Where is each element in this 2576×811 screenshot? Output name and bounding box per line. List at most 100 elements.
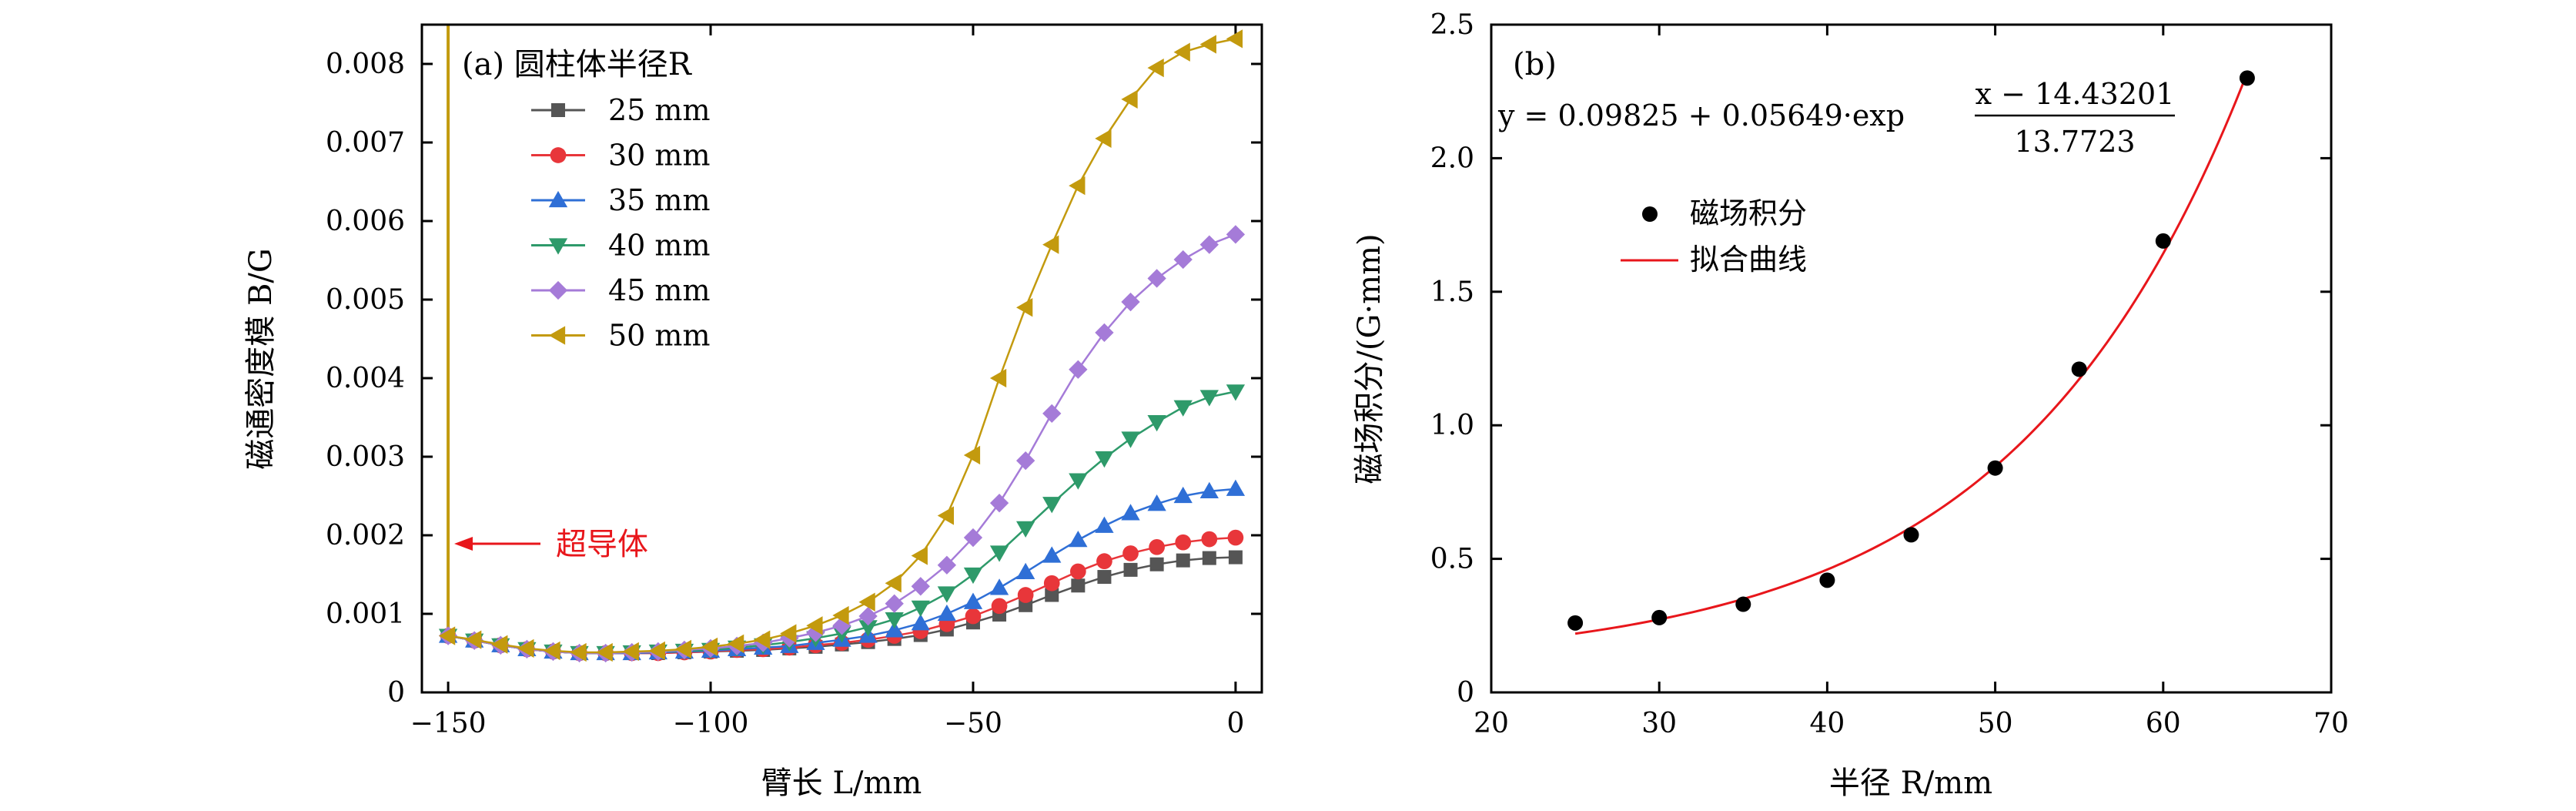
data-point [1173, 42, 1190, 62]
panel-a-y-tick-label: 0.002 [326, 520, 405, 551]
data-point [1045, 588, 1059, 602]
panel-a-y-tick-label: 0.006 [326, 206, 405, 237]
data-point [1173, 486, 1193, 504]
data-point [1987, 460, 2003, 476]
legend-label: 30 mm [608, 139, 711, 173]
data-point [1903, 527, 1919, 543]
data-point [1096, 553, 1112, 570]
equation-numerator: x − 14.43201 [1975, 77, 2175, 111]
panel-b-y-axis-title: 磁场积分/(G·mm) [1352, 233, 1387, 484]
data-point [858, 620, 878, 637]
legend-marker [551, 103, 565, 117]
data-point [989, 368, 1007, 388]
panel-a-x-axis-title: 臂长 L/mm [761, 766, 922, 801]
data-point [1043, 575, 1060, 591]
data-point [911, 546, 928, 565]
fit-equation: y = 0.09825 + 0.05649·exp x − 14.43201 1… [1497, 77, 2175, 159]
panel-a-x-tick-label: −50 [944, 708, 1002, 739]
panel-b-x-axis-title: 半径 R/mm [1829, 766, 1992, 801]
data-point [1122, 545, 1139, 561]
data-point [911, 577, 930, 596]
equation-lhs: y = 0.09825 + 0.05649·exp [1497, 99, 1905, 132]
data-point [1069, 473, 1088, 490]
data-point [885, 574, 902, 593]
data-point [1121, 292, 1140, 312]
data-point [517, 638, 534, 659]
data-point [1226, 29, 1243, 49]
data-point [937, 604, 957, 622]
data-point [1071, 578, 1086, 593]
data-point [1199, 481, 1219, 498]
fit-curve [1574, 72, 2249, 635]
data-point [989, 578, 1009, 595]
data-point [2239, 70, 2255, 86]
data-point [1227, 529, 1244, 546]
data-point [1199, 390, 1219, 407]
field-integral-points [1567, 70, 2255, 631]
data-point [491, 635, 508, 654]
panel-b-y-tick-label: 1.5 [1430, 276, 1474, 308]
data-point [806, 616, 823, 635]
data-point [1199, 35, 1216, 54]
data-point [1123, 562, 1138, 577]
data-point [1097, 570, 1112, 585]
data-point [1226, 479, 1246, 496]
data-point [1226, 225, 1246, 244]
data-point [937, 555, 957, 575]
data-point [465, 630, 482, 649]
panel-b-x-tick-label: 20 [1474, 708, 1509, 739]
data-point [1016, 562, 1035, 580]
legend-label: 40 mm [608, 229, 711, 263]
data-point [1069, 360, 1088, 379]
superconductor-label: 超导体 [556, 527, 648, 562]
data-point [780, 624, 797, 643]
legend-label-fit: 拟合曲线 [1690, 243, 1807, 276]
panel-a-y-tick-label: 0.007 [326, 127, 405, 159]
panel-b-x-tick-label: 40 [1809, 708, 1845, 739]
panel-b-label: (b) [1513, 47, 1557, 82]
data-point [1149, 538, 1165, 555]
data-point [1017, 587, 1034, 603]
legend-marker [548, 238, 568, 255]
legend-label-points: 磁场积分 [1690, 196, 1807, 230]
data-point [965, 608, 982, 625]
panel-b-x-tick-label: 30 [1641, 708, 1677, 739]
data-point [858, 606, 878, 626]
data-point [1173, 250, 1193, 270]
data-point [963, 592, 983, 609]
data-point [1121, 431, 1140, 448]
panel-a-y-tick-label: 0.001 [326, 598, 405, 630]
data-point [1042, 235, 1059, 254]
legend-item: 50 mm [531, 319, 711, 353]
data-point [937, 586, 957, 603]
legend-label: 35 mm [608, 183, 711, 217]
data-point [1149, 557, 1164, 571]
data-point [2071, 361, 2087, 377]
legend-item: 35 mm [531, 183, 711, 217]
panel-a-legend: 25 mm 30 mm 35 mm 40 mm 45 mm 50 mm [531, 93, 711, 353]
legend-item: 45 mm [531, 273, 711, 307]
legend-label: 25 mm [608, 93, 711, 127]
legend-label: 50 mm [608, 319, 711, 353]
data-point [1147, 494, 1166, 511]
data-point [701, 637, 718, 656]
data-point [1202, 551, 1216, 565]
panel-a-x-tick-label: 0 [1226, 708, 1244, 739]
data-point [1147, 415, 1166, 432]
data-point [1095, 129, 1112, 149]
panel-b-x-tick-label: 50 [1978, 708, 2013, 739]
panel-a-y-tick-label: 0 [387, 677, 405, 709]
data-point [622, 642, 639, 662]
data-point [1199, 235, 1219, 254]
data-point [596, 642, 613, 662]
data-point [832, 605, 849, 625]
data-point [1095, 516, 1114, 533]
data-point [963, 567, 983, 585]
panel-b-field-integral: 20 30 40 50 60 70 0 0.5 1.0 1.5 2.0 2.5 (b) y = 0.0… [1352, 9, 2349, 801]
panel-a-y-axis-title: 磁通密度模 B/G [243, 248, 279, 470]
panel-a-label: (a) 圆柱体半径R [462, 47, 693, 82]
panel-b-x-tick-label: 60 [2146, 708, 2181, 739]
data-point [1147, 269, 1166, 288]
data-point [911, 600, 930, 617]
panel-a-tick-labels: −150 −100 −50 0 0 0.001 0.002 0.003 0.004 0.005 0.… [326, 49, 1244, 739]
